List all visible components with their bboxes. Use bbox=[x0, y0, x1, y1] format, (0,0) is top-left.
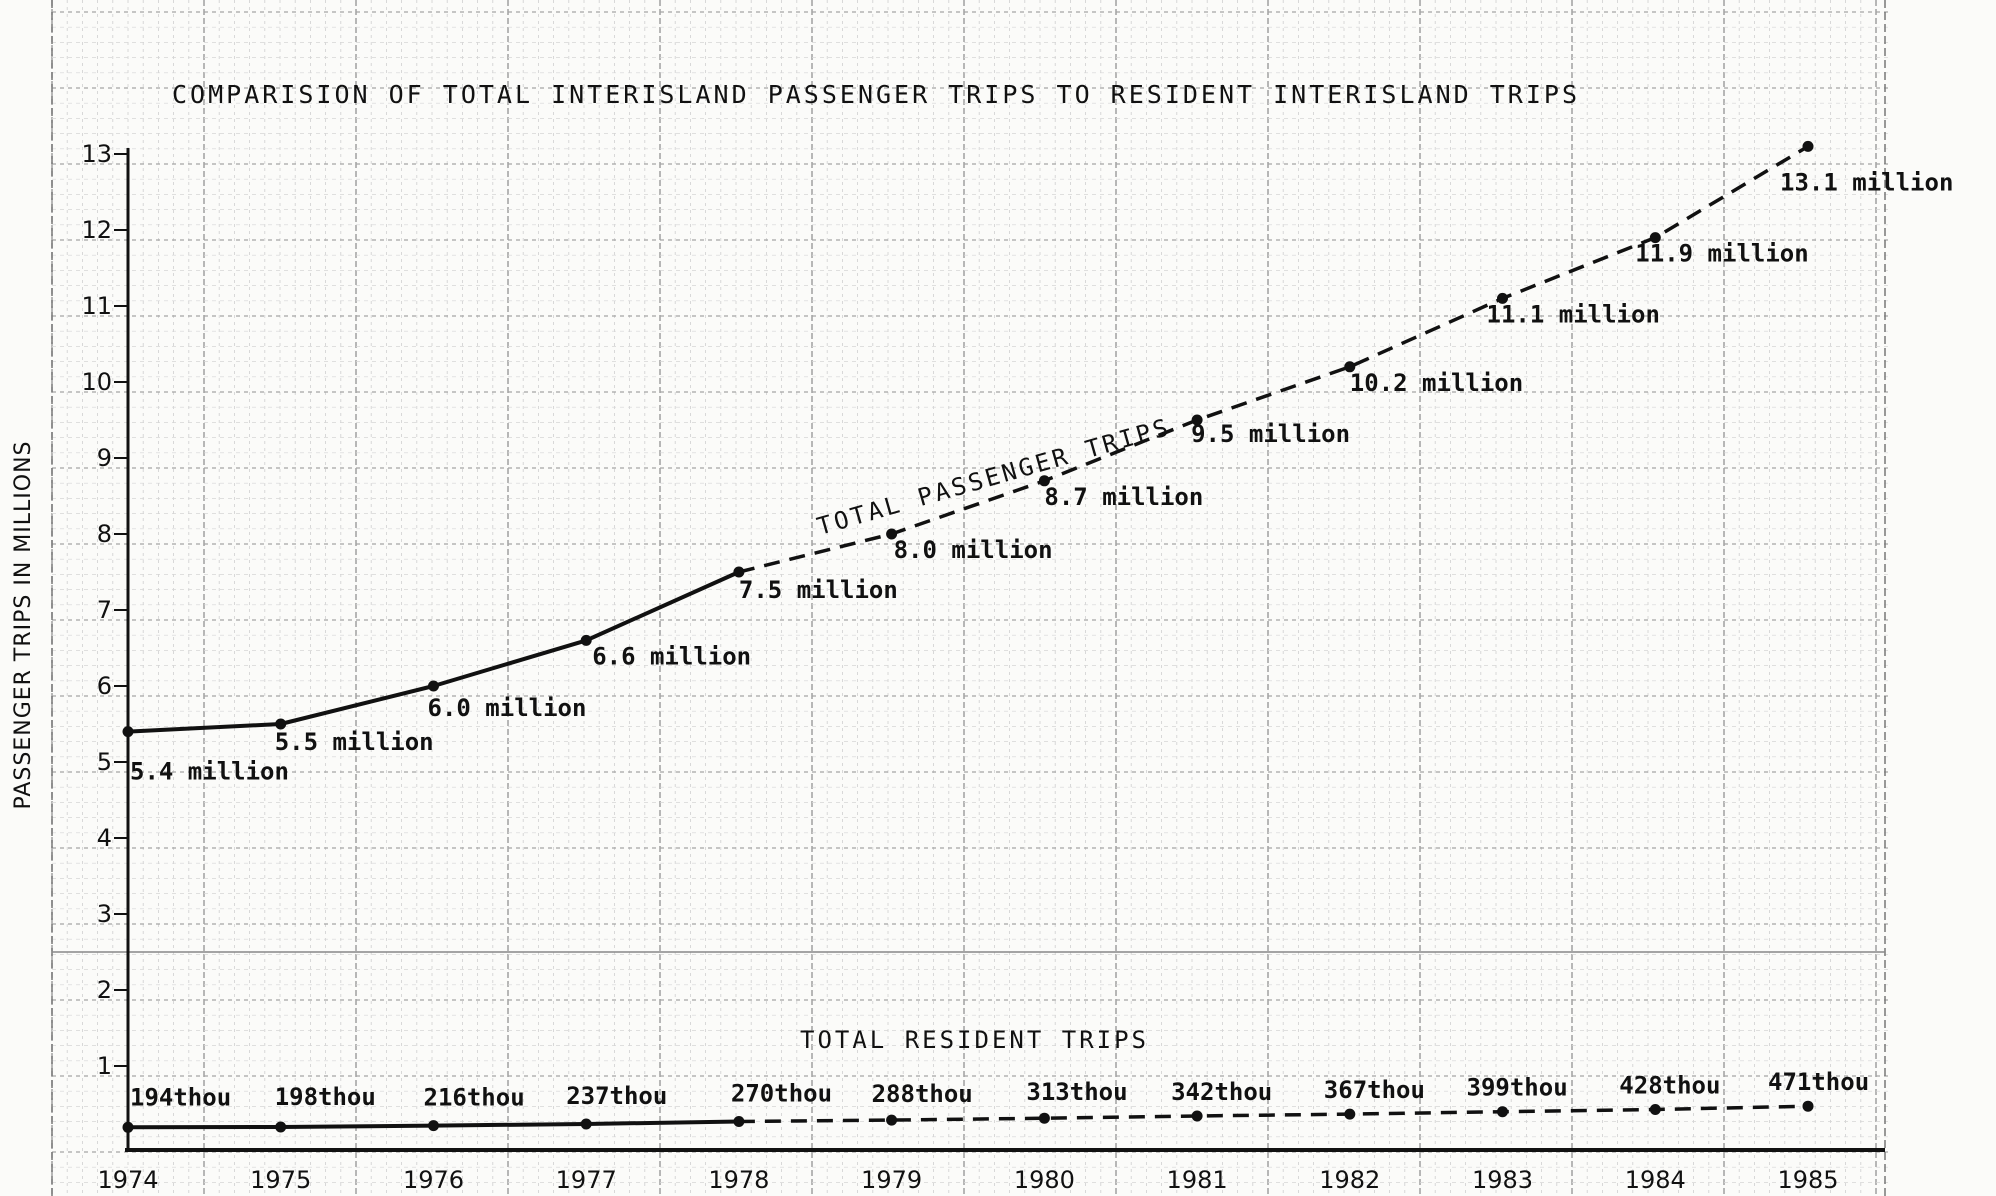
data-point bbox=[1497, 1106, 1508, 1118]
data-label: 428thou bbox=[1619, 1072, 1720, 1100]
x-tick-label: 1984 bbox=[1625, 1166, 1686, 1194]
x-tick-labels: 1974 1975 1976 1977 1978 1979 1980 1981 1982 1983… bbox=[97, 1166, 1838, 1194]
y-tick-label: 4 bbox=[97, 824, 112, 852]
data-label: 198thou bbox=[275, 1083, 376, 1111]
chart-title: COMPARISION OF TOTAL INTERISLAND PASSENG… bbox=[172, 80, 1580, 109]
data-point bbox=[1649, 232, 1661, 244]
data-label: 10.2 million bbox=[1350, 369, 1523, 397]
data-point bbox=[1344, 1108, 1356, 1120]
y-tick-label: 7 bbox=[97, 596, 112, 624]
data-point bbox=[428, 1120, 439, 1132]
series-line-dashed bbox=[738, 144, 1809, 574]
data-point bbox=[580, 1118, 592, 1130]
x-tick-label: 1982 bbox=[1319, 1166, 1380, 1194]
data-label: 270thou bbox=[731, 1080, 832, 1108]
data-point bbox=[1191, 414, 1203, 426]
y-tick-label: 13 bbox=[81, 140, 112, 168]
y-tick-label: 11 bbox=[81, 292, 112, 320]
data-point bbox=[1344, 361, 1356, 373]
data-point bbox=[428, 680, 439, 692]
y-tick-label: 6 bbox=[97, 672, 112, 700]
data-point bbox=[1802, 1100, 1814, 1112]
data-point bbox=[1038, 1112, 1050, 1124]
y-tick-label: 8 bbox=[97, 520, 112, 548]
axes-layer bbox=[125, 148, 1885, 1152]
data-point bbox=[275, 718, 287, 730]
grid-layer bbox=[51, 0, 1890, 1196]
x-tick-label: 1981 bbox=[1167, 1166, 1228, 1194]
data-point bbox=[122, 726, 134, 738]
series-label-total-resident-trips: TOTAL RESIDENT TRIPS bbox=[800, 1026, 1149, 1054]
x-tick-label: 1980 bbox=[1014, 1166, 1075, 1194]
y-tick-label: 2 bbox=[97, 976, 112, 1004]
data-label: 288thou bbox=[872, 1080, 973, 1108]
data-label: 313thou bbox=[1026, 1078, 1127, 1106]
y-tick-label: 5 bbox=[97, 748, 112, 776]
data-point bbox=[1191, 1110, 1203, 1122]
data-label: 9.5 million bbox=[1191, 420, 1350, 448]
data-label: 471thou bbox=[1768, 1068, 1869, 1096]
data-label: 13.1 million bbox=[1780, 168, 1953, 196]
data-label: 11.1 million bbox=[1487, 300, 1660, 328]
x-tick-label: 1985 bbox=[1777, 1166, 1838, 1194]
y-tick-label: 1 bbox=[97, 1052, 112, 1080]
data-label: 8.7 million bbox=[1044, 483, 1203, 511]
data-label: 342thou bbox=[1171, 1078, 1272, 1106]
data-point bbox=[122, 1121, 134, 1133]
data-point bbox=[1038, 475, 1050, 487]
y-tick-label: 3 bbox=[97, 900, 112, 928]
data-label: 5.5 million bbox=[275, 728, 434, 756]
data-label: 8.0 million bbox=[894, 536, 1053, 564]
data-label: 216thou bbox=[424, 1084, 525, 1112]
data-label: 194thou bbox=[130, 1083, 231, 1111]
y-tick-label: 9 bbox=[97, 444, 112, 472]
data-label: 6.6 million bbox=[592, 642, 751, 670]
data-label: 6.0 million bbox=[428, 694, 587, 722]
series-label-total-passenger-trips: TOTAL PASSENGER TRIPS bbox=[814, 413, 1174, 541]
data-point bbox=[886, 528, 898, 540]
y-tick-label: 12 bbox=[81, 216, 112, 244]
data-point bbox=[275, 1121, 287, 1133]
x-tick-label: 1983 bbox=[1472, 1166, 1533, 1194]
data-point bbox=[1497, 292, 1508, 304]
data-label: 237thou bbox=[566, 1082, 667, 1110]
data-point bbox=[1649, 1104, 1661, 1115]
x-tick-label: 1977 bbox=[556, 1166, 617, 1194]
x-tick-label: 1979 bbox=[861, 1166, 922, 1194]
data-point bbox=[733, 1116, 745, 1127]
data-point bbox=[1802, 140, 1814, 152]
data-label: 11.9 million bbox=[1635, 240, 1808, 268]
data-point bbox=[733, 566, 745, 578]
data-point bbox=[580, 634, 592, 646]
data-label: 5.4 million bbox=[130, 758, 289, 786]
data-label: 367thou bbox=[1324, 1076, 1425, 1104]
x-tick-label: 1978 bbox=[708, 1166, 769, 1194]
x-tick-label: 1976 bbox=[403, 1166, 464, 1194]
data-point bbox=[886, 1114, 898, 1126]
data-label: 399thou bbox=[1467, 1074, 1568, 1102]
x-tick-label: 1974 bbox=[97, 1166, 158, 1194]
series-line-dashed bbox=[738, 1104, 1809, 1124]
y-axis-label: PASSENGER TRIPS IN MILLIONS bbox=[11, 440, 36, 809]
y-tick-label: 10 bbox=[81, 368, 112, 396]
x-tick-label: 1975 bbox=[250, 1166, 311, 1194]
data-label: 7.5 million bbox=[739, 576, 898, 604]
